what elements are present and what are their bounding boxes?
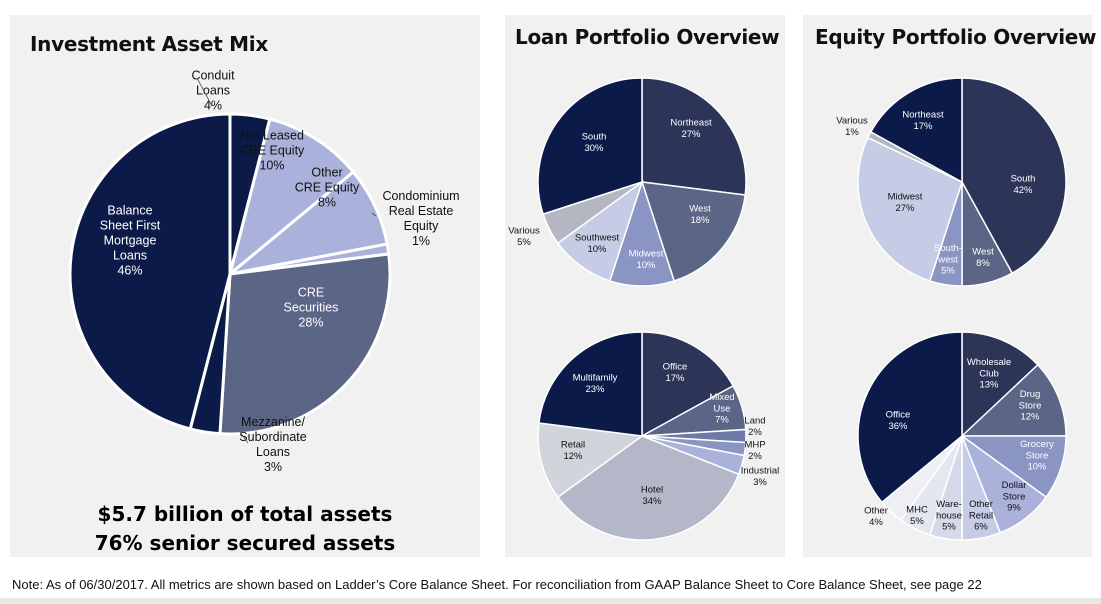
slice-label-midwest: Midwest 27% [888, 192, 923, 214]
pie-slice-net-leased-cre-equity [227, 117, 356, 279]
slice-label-wholesale-club: Wholesale Club 13% [967, 357, 1011, 391]
pie-slice-west [640, 181, 747, 282]
slice-label-net-leased-cre-equity: Net Leased CRE Equity 10% [240, 128, 305, 172]
equity-portfolio-title: Equity Portfolio Overview [815, 25, 1097, 49]
slice-label-other: Other 4% [864, 506, 888, 528]
slice-label-office: Office 36% [886, 410, 911, 432]
slice-label-office: Office 17% [663, 362, 688, 384]
slice-label-condominium-real-estate-equity: Condominium Real Estate Equity 1% [382, 189, 459, 248]
slice-label-drug-store: Drug Store 12% [1019, 389, 1042, 423]
slice-label-balance-sheet-first-mortgage-loans: Balance Sheet First Mortgage Loans 46% [100, 203, 161, 277]
pie-chart-3: South 42% West 8% South-west 5% Midwest 27% Vari… [836, 77, 1067, 287]
pie-chart-2: Office 17% Mixed Use 7% Land 2%MHP 2% Industrial… [537, 331, 780, 541]
footnote: Note: As of 06/30/2017. All metrics are … [12, 577, 982, 592]
total-assets-summary: $5.7 billion of total assets [97, 502, 393, 526]
loan-portfolio-title: Loan Portfolio Overview [515, 25, 780, 49]
slice-label-multifamily: Multifamily 23% [573, 373, 618, 395]
slice-label-midwest: Midwest 10% [629, 249, 664, 271]
slice-label-mixed-use: Mixed Use 7% [709, 392, 734, 426]
slice-label-west: West 18% [689, 204, 711, 226]
slice-label-mhp: MHP 2% [744, 440, 765, 462]
pie-slice-office [641, 331, 735, 438]
slice-label-west: West 8% [972, 247, 994, 269]
pie-chart-0: Conduit Loans 4%Net Leased CRE Equity 10% Oth… [68, 68, 460, 474]
pie-slice-drug-store [960, 363, 1067, 437]
pie-slice-multifamily [537, 331, 643, 437]
slice-label-south: South 30% [582, 132, 607, 154]
slice-label-grocery-store: Grocery Store 10% [1020, 439, 1054, 473]
leader-line-conduit-loans [196, 77, 213, 107]
pie-slice-south [537, 77, 643, 216]
slice-label-various: Various 5% [508, 226, 540, 248]
pie-slice-northeast [869, 77, 963, 184]
slice-label-mhc: MHC 5% [906, 505, 928, 527]
slice-label-various: Various 1% [836, 116, 868, 138]
slice-label-retail: Retail 12% [561, 440, 585, 462]
slice-label-hotel: Hotel 34% [641, 485, 663, 507]
slice-label-land: Land 2% [744, 416, 765, 438]
pie-slice-midwest [857, 136, 963, 282]
pie-slice-south [961, 77, 1067, 275]
pie-slice-office [857, 331, 963, 504]
slice-label-industrial: Industrial 3% [741, 466, 780, 488]
pie-slice-northeast [641, 77, 747, 196]
slice-label-ware-house: Ware-house 5% [936, 499, 962, 533]
slice-label-mezzanine-subordinate-loans: Mezzanine/Subordinate Loans 3% [239, 415, 306, 474]
slice-label-northeast: Northeast 27% [670, 118, 712, 140]
slice-label-other-cre-equity: Other CRE Equity 8% [295, 165, 360, 209]
asset-mix-title: Investment Asset Mix [30, 32, 268, 56]
senior-secured-summary: 76% senior secured assets [94, 531, 396, 555]
pie-slice-wholesale-club [961, 331, 1039, 438]
pie-chart-1: Northeast 27% West 18% Midwest 10% Southwest 10… [508, 77, 747, 287]
pie-slice-cre-securities [218, 252, 392, 436]
footer-bar [0, 598, 1101, 604]
leader-line-mezzanine-subordinate-loans [239, 431, 249, 444]
slice-label-south-west: South-west 5% [934, 243, 962, 277]
pie-chart-4: Wholesale Club 13% Drug Store 12% Grocery Store… [857, 331, 1067, 541]
pie-slice-retail [537, 422, 644, 499]
slice-label-other-retail: Other Retail 6% [969, 499, 993, 533]
pie-slice-balance-sheet-first-mortgage-loans [68, 112, 232, 431]
leader-line-condominium-real-estate-equity [371, 212, 377, 217]
slice-label-southwest: Southwest 10% [575, 233, 620, 255]
slice-label-conduit-loans: Conduit Loans 4% [191, 68, 235, 112]
slice-label-dollar-store: Dollar Store 9% [1002, 480, 1027, 514]
slice-label-south: South 42% [1011, 174, 1036, 196]
pie-slice-hotel [556, 435, 740, 541]
slice-label-northeast: Northeast 17% [902, 110, 944, 132]
slice-label-cre-securities: CRE Securities 28% [284, 285, 339, 329]
